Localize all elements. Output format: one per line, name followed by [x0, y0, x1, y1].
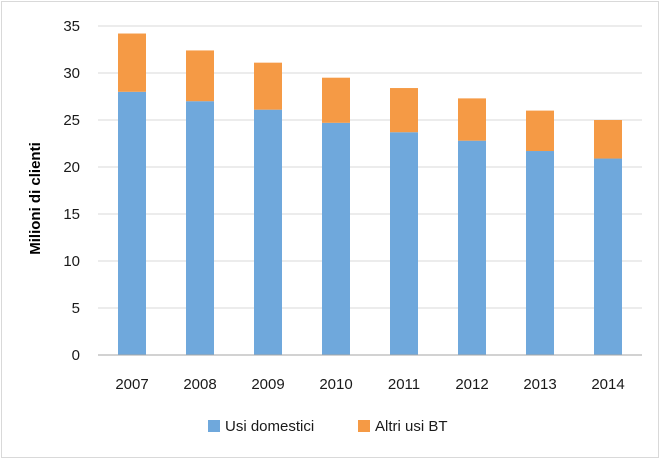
x-tick-label: 2013 [523, 376, 556, 393]
bar-usi-domestici-2011 [390, 132, 418, 355]
y-tick-label: 5 [72, 300, 80, 317]
bar-altri-usi-bt-2007 [118, 33, 146, 92]
y-tick-label: 15 [63, 206, 80, 223]
x-tick-label: 2009 [251, 376, 284, 393]
bar-altri-usi-bt-2010 [322, 77, 350, 123]
legend: Usi domestici Altri usi BT [208, 418, 448, 435]
bar-usi-domestici-2012 [458, 140, 486, 355]
bar-altri-usi-bt-2009 [254, 62, 282, 110]
bar-usi-domestici-2010 [322, 122, 350, 355]
y-tick-label: 25 [63, 112, 80, 129]
legend-swatch-usi-domestici [208, 420, 220, 432]
x-tick-labels: 2007 2008 2009 2010 2011 2012 2013 2014 [115, 376, 624, 393]
x-tick-label: 2010 [319, 376, 352, 393]
y-tick-label: 20 [63, 159, 80, 176]
y-axis-title: Milioni di clienti [27, 142, 44, 255]
legend-label-altri-usi-bt: Altri usi BT [375, 418, 448, 435]
bar-usi-domestici-2007 [118, 91, 146, 356]
y-tick-label: 30 [63, 65, 80, 82]
bar-altri-usi-bt-2011 [390, 88, 418, 133]
legend-swatch-altri-usi-bt [358, 420, 370, 432]
y-tick-labels: 0 5 10 15 20 25 30 35 [63, 18, 80, 364]
bar-usi-domestici-2009 [254, 109, 282, 355]
x-tick-label: 2012 [455, 376, 488, 393]
bar-usi-domestici-2014 [594, 158, 622, 355]
gridlines [98, 25, 642, 309]
x-tick-label: 2008 [183, 376, 216, 393]
x-tick-label: 2011 [388, 376, 420, 393]
bar-usi-domestici-2013 [526, 151, 554, 355]
bar-usi-domestici-2008 [186, 101, 214, 355]
x-tick-label: 2007 [115, 376, 148, 393]
bar-altri-usi-bt-2013 [526, 110, 554, 152]
bars [118, 33, 622, 356]
x-tick-label: 2014 [591, 376, 624, 393]
legend-label-usi-domestici: Usi domestici [225, 418, 314, 435]
bar-altri-usi-bt-2012 [458, 98, 486, 141]
bar-altri-usi-bt-2014 [594, 120, 622, 159]
y-tick-label: 10 [63, 253, 80, 270]
y-tick-label: 35 [63, 18, 80, 35]
bar-altri-usi-bt-2008 [186, 50, 214, 102]
y-tick-label: 0 [72, 347, 80, 364]
